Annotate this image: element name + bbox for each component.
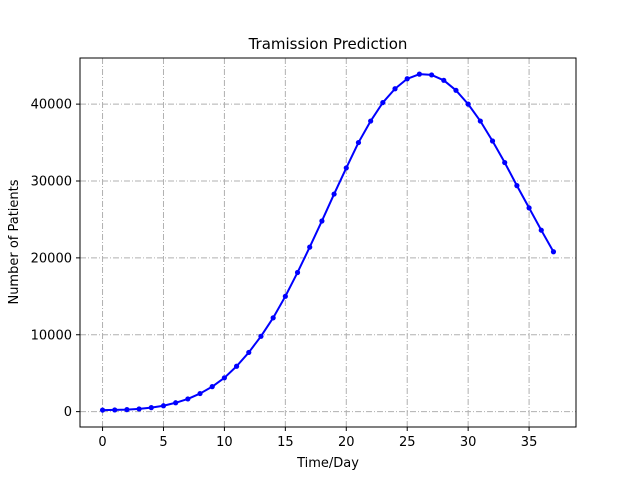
data-point: [197, 390, 203, 397]
data-point: [514, 183, 520, 189]
data-point: [282, 293, 288, 299]
data-point: [453, 87, 459, 93]
y-tick-label: 40000: [31, 98, 72, 113]
data-point: [477, 118, 483, 124]
data-point: [221, 375, 228, 381]
data-point: [441, 77, 447, 83]
data-point: [380, 99, 386, 106]
data-point: [416, 71, 423, 77]
data-point: [233, 363, 240, 369]
y-tick-label: 30000: [31, 175, 72, 190]
y-axis-label: Number of Patients: [7, 179, 22, 304]
data-point: [270, 315, 276, 321]
plot-frame: [79, 57, 577, 428]
data-point: [112, 407, 118, 413]
data-point: [392, 86, 398, 92]
data-point: [538, 227, 544, 233]
data-point: [307, 244, 313, 250]
data-point: [246, 349, 252, 356]
data-point: [136, 406, 142, 412]
data-point: [331, 191, 337, 197]
data-point: [160, 403, 167, 409]
y-tick-label: 20000: [31, 251, 72, 266]
x-tick-label: 5: [159, 435, 167, 450]
data-point: [404, 76, 410, 82]
data-point: [319, 218, 325, 224]
x-axis-label: Time/Day: [296, 456, 359, 471]
y-axis-ticks: 0 10000 20000 30000 40000: [31, 98, 80, 420]
data-point: [124, 407, 130, 413]
data-point: [343, 165, 349, 171]
data-point: [294, 269, 301, 276]
data-point: [428, 72, 435, 78]
data-point: [502, 159, 508, 166]
x-axis-ticks: 0 5 10 15 20 25 30 35: [98, 427, 537, 450]
data-point: [489, 138, 496, 144]
data-point: [173, 400, 179, 406]
data-point: [209, 384, 215, 390]
data-point: [355, 139, 362, 146]
x-tick-label: 10: [216, 435, 233, 450]
x-tick-label: 35: [521, 435, 538, 450]
y-tick-label: 0: [64, 405, 72, 420]
data-point: [148, 405, 154, 411]
grid: [80, 58, 576, 427]
x-tick-label: 15: [277, 435, 294, 450]
x-tick-label: 0: [98, 435, 106, 450]
y-tick-label: 10000: [31, 328, 72, 343]
data-point: [99, 407, 106, 413]
chart-title: Tramission Prediction: [248, 35, 408, 53]
x-tick-label: 25: [399, 435, 416, 450]
data-point: [368, 118, 374, 124]
x-tick-label: 30: [460, 435, 477, 450]
x-tick-label: 20: [338, 435, 355, 450]
data-point: [185, 396, 191, 402]
data-point: [465, 101, 471, 107]
data-series: [99, 71, 557, 413]
data-point: [258, 333, 264, 339]
data-point: [550, 249, 557, 255]
data-point: [526, 205, 532, 211]
